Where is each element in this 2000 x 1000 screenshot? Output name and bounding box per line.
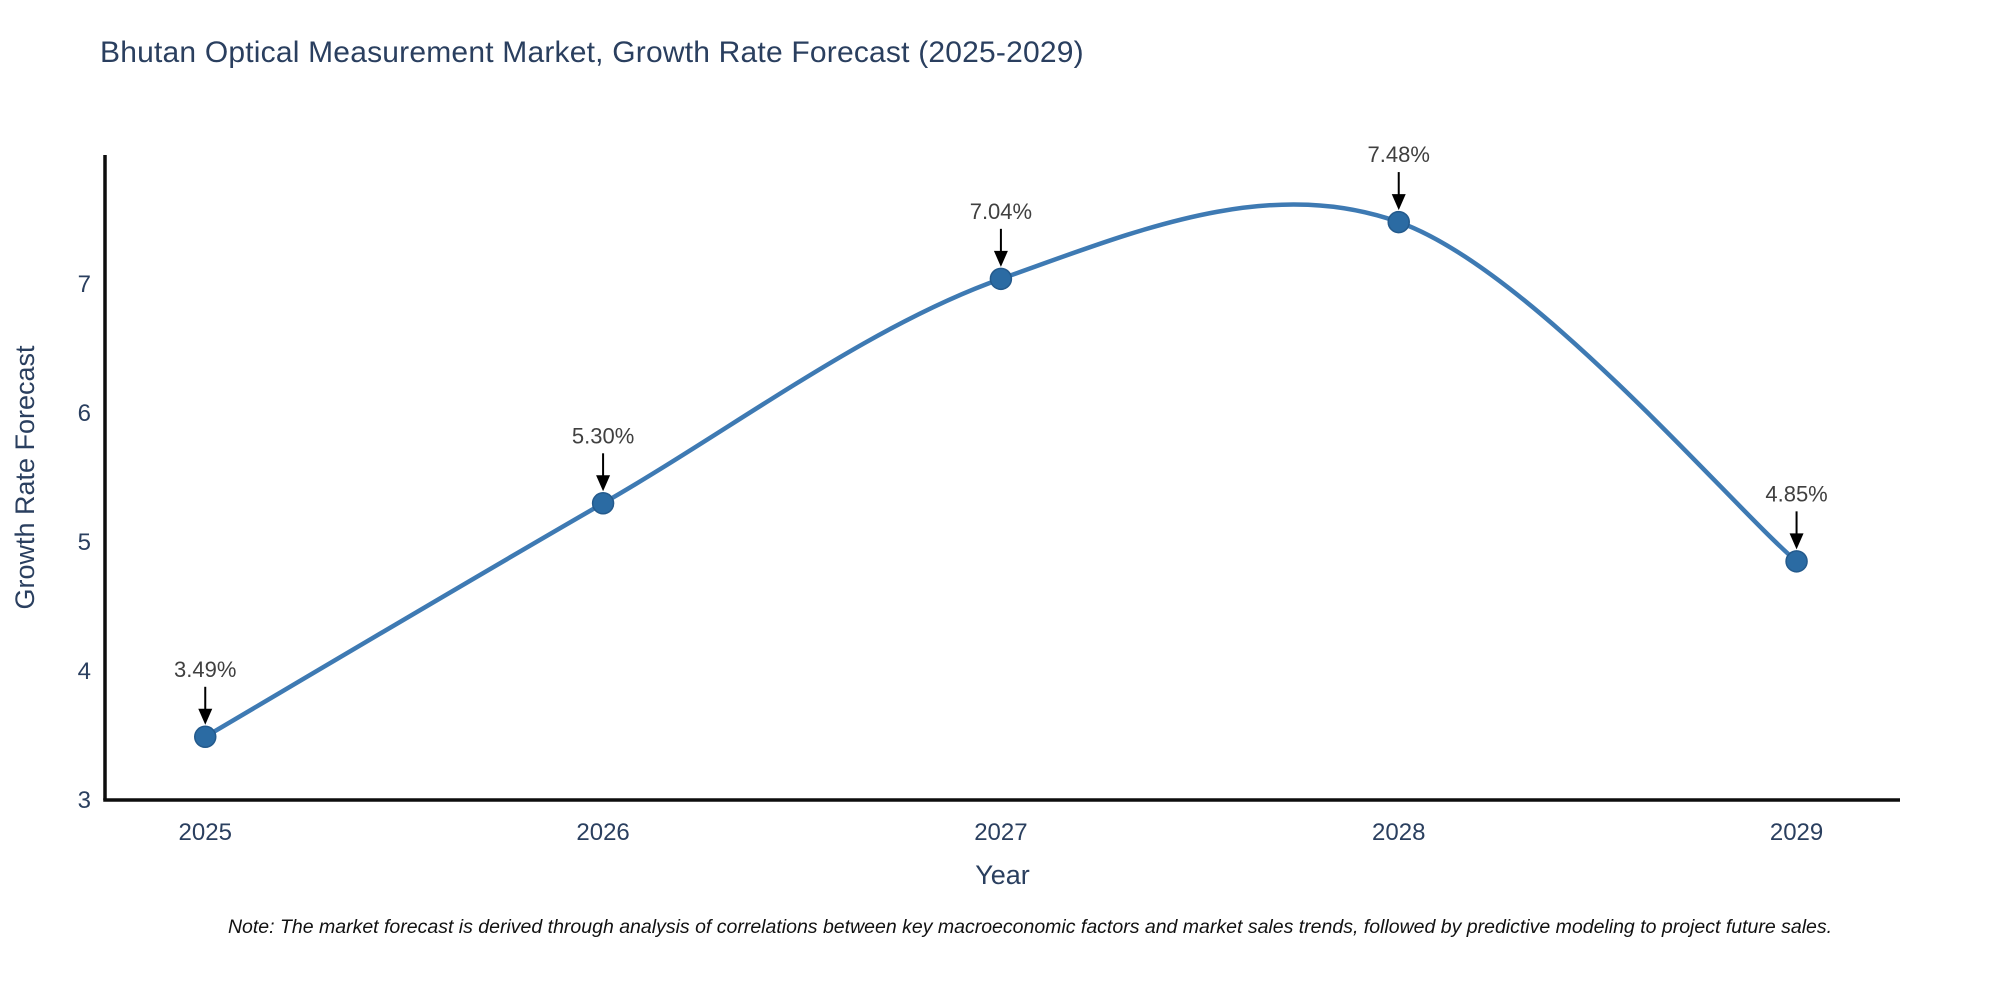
data-point-marker bbox=[1785, 550, 1808, 573]
annotation-arrowhead-icon bbox=[1391, 194, 1406, 211]
x-tick-label: 2027 bbox=[974, 819, 1027, 846]
x-tick-label: 2026 bbox=[576, 819, 629, 846]
x-tick-label: 2025 bbox=[179, 819, 232, 846]
annotation-label: 4.85% bbox=[1765, 481, 1827, 506]
annotation-arrowhead-icon bbox=[1789, 533, 1804, 550]
y-axis-title: Growth Rate Forecast bbox=[10, 345, 40, 610]
x-tick-label: 2028 bbox=[1372, 819, 1425, 846]
y-tick-label: 3 bbox=[78, 787, 91, 814]
y-tick-label: 4 bbox=[78, 658, 91, 685]
y-tick-label: 5 bbox=[78, 529, 91, 556]
annotation-arrowhead-icon bbox=[993, 250, 1008, 267]
annotation-label: 5.30% bbox=[572, 423, 634, 448]
annotation-arrowhead-icon bbox=[596, 475, 611, 492]
data-point-marker bbox=[194, 725, 217, 749]
x-axis-title: Year bbox=[975, 860, 1030, 890]
x-tick-label: 2029 bbox=[1770, 819, 1823, 846]
annotation-arrowhead-icon bbox=[198, 708, 213, 725]
annotation-label: 7.48% bbox=[1368, 142, 1430, 167]
y-tick-label: 6 bbox=[78, 400, 91, 427]
chart-title: Bhutan Optical Measurement Market, Growt… bbox=[100, 36, 1084, 69]
data-point-marker bbox=[1387, 210, 1410, 234]
footnote: Note: The market forecast is derived thr… bbox=[227, 916, 1833, 938]
data-point-marker bbox=[591, 492, 615, 515]
data-point-marker bbox=[989, 267, 1013, 291]
annotation-label: 7.04% bbox=[970, 199, 1032, 224]
y-tick-label: 7 bbox=[78, 271, 91, 298]
annotation-label: 3.49% bbox=[174, 657, 236, 682]
